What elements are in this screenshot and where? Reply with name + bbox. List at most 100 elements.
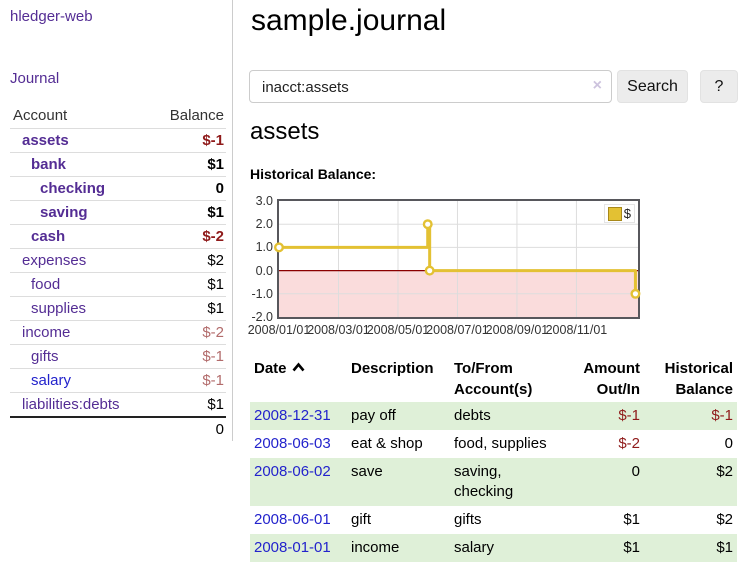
col-accounts: To/From Account(s) bbox=[454, 360, 533, 398]
account-name-cell: food bbox=[10, 272, 160, 297]
account-row: income $-2 bbox=[10, 320, 226, 345]
account-row: expenses $2 bbox=[10, 248, 226, 273]
account-name-cell: salary bbox=[10, 368, 160, 393]
account-balance: $-2 bbox=[160, 320, 226, 345]
account-link-checking[interactable]: checking bbox=[40, 180, 106, 197]
y-tick-label: -1.0 bbox=[251, 286, 273, 301]
accounts-col-balance: Balance bbox=[169, 107, 224, 124]
account-link-cash[interactable]: cash bbox=[31, 228, 66, 245]
search-input[interactable] bbox=[260, 72, 594, 103]
account-row: supplies $1 bbox=[10, 296, 226, 321]
account-name-cell: liabilities:debts bbox=[10, 392, 160, 417]
account-balance: $-1 bbox=[160, 344, 226, 369]
account-row: assets $-1 bbox=[10, 128, 226, 153]
col-description: Description bbox=[351, 360, 434, 377]
account-name-cell: gifts bbox=[10, 344, 160, 369]
account-balance: 0 bbox=[160, 176, 226, 201]
account-balance: $1 bbox=[160, 152, 226, 177]
transaction-date-cell: 2008-06-02 bbox=[250, 458, 347, 506]
account-link-gifts[interactable]: gifts bbox=[31, 348, 59, 365]
register-row: 2008-06-03 eat & shop food, supplies $-2 0 bbox=[250, 430, 737, 458]
transaction-amount-cell: $-2 bbox=[618, 435, 640, 452]
register-table: Date Description To/From Account(s) Amou… bbox=[250, 356, 737, 562]
register-row: 2008-12-31 pay off debts $-1 $-1 bbox=[250, 402, 737, 430]
account-link-expenses[interactable]: expenses bbox=[22, 252, 87, 269]
accounts-col-account: Account bbox=[13, 107, 68, 124]
chart-heading: Historical Balance: bbox=[250, 166, 377, 182]
register-body: 2008-12-31 pay off debts $-1 $-1 2008-06-03 ea… bbox=[250, 402, 737, 562]
clear-search-icon[interactable]: × bbox=[592, 77, 602, 94]
transaction-date-link[interactable]: 2008-06-01 bbox=[254, 511, 331, 528]
account-row: saving $1 bbox=[10, 200, 226, 225]
account-name-cell: cash bbox=[10, 224, 160, 249]
sidebar: hledger-web Journal Account Balance asse… bbox=[0, 0, 233, 441]
transaction-balance-cell: $-1 bbox=[711, 407, 733, 424]
transaction-amount-cell: 0 bbox=[631, 463, 640, 480]
col-date[interactable]: Date bbox=[250, 356, 347, 402]
account-row: food $1 bbox=[10, 272, 226, 297]
transaction-amount-cell: $1 bbox=[623, 539, 640, 556]
account-row: liabilities:debts $1 bbox=[10, 392, 226, 417]
transaction-balance-cell: $1 bbox=[716, 539, 733, 556]
transaction-amount-cell: $-1 bbox=[618, 407, 640, 424]
main-content: sample.journal × Search ? assets Histori… bbox=[248, 0, 738, 582]
account-name-cell: assets bbox=[10, 128, 160, 153]
chart-plot-area: $ bbox=[274, 199, 641, 319]
transaction-date-cell: 2008-01-01 bbox=[250, 534, 347, 562]
transaction-balance-cell: $2 bbox=[716, 463, 733, 480]
account-link-income[interactable]: income bbox=[22, 324, 71, 341]
chart-svg bbox=[274, 201, 641, 317]
transaction-date-cell: 2008-12-31 bbox=[250, 402, 347, 430]
account-link-salary[interactable]: salary bbox=[31, 372, 72, 389]
account-name-cell: checking bbox=[10, 176, 160, 201]
help-button[interactable]: ? bbox=[700, 70, 738, 103]
x-tick-label: 2008/09/01 bbox=[485, 323, 549, 337]
register-header-row: Date Description To/From Account(s) Amou… bbox=[250, 356, 737, 402]
account-name-cell: saving bbox=[10, 200, 160, 225]
transaction-description-cell: save bbox=[351, 463, 383, 480]
sidebar-item-journal[interactable]: Journal bbox=[10, 70, 60, 87]
account-balance: $-2 bbox=[160, 224, 226, 249]
transaction-description-cell: gift bbox=[351, 511, 372, 528]
register-heading: assets bbox=[250, 118, 320, 145]
account-name-cell: income bbox=[10, 320, 160, 345]
account-link-assets[interactable]: assets bbox=[22, 132, 69, 149]
accounts-total-row: 0 bbox=[10, 416, 226, 441]
transaction-accounts-cell: saving, checking bbox=[454, 463, 514, 500]
account-link-supplies[interactable]: supplies bbox=[31, 300, 87, 317]
page-title: sample.journal bbox=[251, 4, 447, 37]
transaction-description-cell: income bbox=[351, 539, 400, 556]
y-tick-label: 1.0 bbox=[255, 240, 273, 255]
col-amount: Amount Out/In bbox=[583, 360, 640, 398]
account-balance: $1 bbox=[160, 272, 226, 297]
transaction-date-link[interactable]: 2008-12-31 bbox=[254, 407, 331, 424]
account-balance: $-1 bbox=[160, 128, 226, 153]
account-row: cash $-2 bbox=[10, 224, 226, 249]
register-row: 2008-06-02 save saving, checking 0 $2 bbox=[250, 458, 737, 506]
accounts-total-value: 0 bbox=[160, 416, 226, 441]
search-button[interactable]: Search bbox=[617, 70, 688, 103]
account-row: gifts $-1 bbox=[10, 344, 226, 369]
sort-ascending-icon bbox=[292, 362, 305, 372]
transaction-date-link[interactable]: 2008-01-01 bbox=[254, 539, 331, 556]
accounts-body: assets $-1 bank $1 checking 0 saving $1 cash $-2 e… bbox=[10, 128, 226, 417]
transaction-date-link[interactable]: 2008-06-03 bbox=[254, 435, 331, 452]
account-link-food[interactable]: food bbox=[31, 276, 61, 293]
account-name-cell: bank bbox=[10, 152, 160, 177]
transaction-date-link[interactable]: 2008-06-02 bbox=[254, 463, 331, 480]
x-tick-label: 2008/05/01 bbox=[366, 323, 430, 337]
account-balance: $2 bbox=[160, 248, 226, 273]
account-link-liabilities-debts[interactable]: liabilities:debts bbox=[22, 396, 120, 413]
register-row: 2008-06-01 gift gifts $1 $2 bbox=[250, 506, 737, 534]
app-brand-link[interactable]: hledger-web bbox=[10, 8, 93, 25]
transaction-description-cell: eat & shop bbox=[351, 435, 423, 452]
transaction-accounts-cell: gifts bbox=[454, 511, 482, 528]
account-balance: $1 bbox=[160, 392, 226, 417]
account-link-bank[interactable]: bank bbox=[31, 156, 67, 173]
account-link-saving[interactable]: saving bbox=[40, 204, 88, 221]
transaction-balance-cell: $2 bbox=[716, 511, 733, 528]
transaction-date-cell: 2008-06-03 bbox=[250, 430, 347, 458]
x-tick-label: 2008/01/01 bbox=[247, 323, 311, 337]
account-row: checking 0 bbox=[10, 176, 226, 201]
transaction-accounts-cell: debts bbox=[454, 407, 491, 424]
